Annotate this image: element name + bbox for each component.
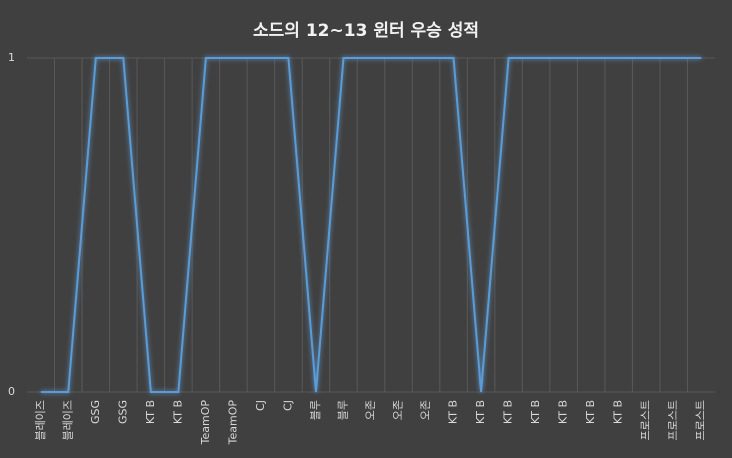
x-tick-label: 오존 bbox=[392, 400, 405, 420]
x-tick-label: KT B bbox=[447, 400, 460, 424]
y-tick-label: 0 bbox=[8, 385, 15, 398]
line bbox=[40, 57, 702, 393]
x-tick-label: 오존 bbox=[419, 400, 432, 420]
x-tick-label: 프로스트 bbox=[667, 400, 680, 440]
x-tick-label: KT B bbox=[612, 400, 625, 424]
x-tick-label: 오존 bbox=[364, 400, 377, 420]
x-tick-label: 블루 bbox=[309, 400, 322, 420]
chart-title: 소드의 12~13 윈터 우승 성적 bbox=[253, 21, 479, 41]
y-tick-label: 1 bbox=[8, 51, 15, 64]
x-tick-label: CJ bbox=[254, 400, 267, 411]
x-tick-label: 블레이즈 bbox=[34, 400, 47, 440]
x-tick-label: KT B bbox=[171, 400, 184, 424]
x-tick-label: KT B bbox=[584, 400, 597, 424]
x-tick-label: GSG bbox=[89, 400, 102, 424]
x-tick-label: KT B bbox=[474, 400, 487, 424]
x-tick-label: 프로스트 bbox=[694, 400, 707, 440]
x-tick-label: CJ bbox=[281, 400, 294, 411]
x-tick-label: KT B bbox=[144, 400, 157, 424]
x-tick-label: KT B bbox=[557, 400, 570, 424]
x-tick-label: KT B bbox=[529, 400, 542, 424]
x-tick-label: GSG bbox=[116, 400, 129, 424]
x-tick-label: 프로스트 bbox=[639, 400, 652, 440]
x-tick-label: TeamOP bbox=[226, 400, 239, 446]
x-tick-label: TeamOP bbox=[199, 400, 212, 446]
x-tick-label: 블레이즈 bbox=[61, 400, 74, 440]
x-tick-label: KT B bbox=[502, 400, 515, 424]
x-tick-label: 블루 bbox=[336, 400, 349, 420]
